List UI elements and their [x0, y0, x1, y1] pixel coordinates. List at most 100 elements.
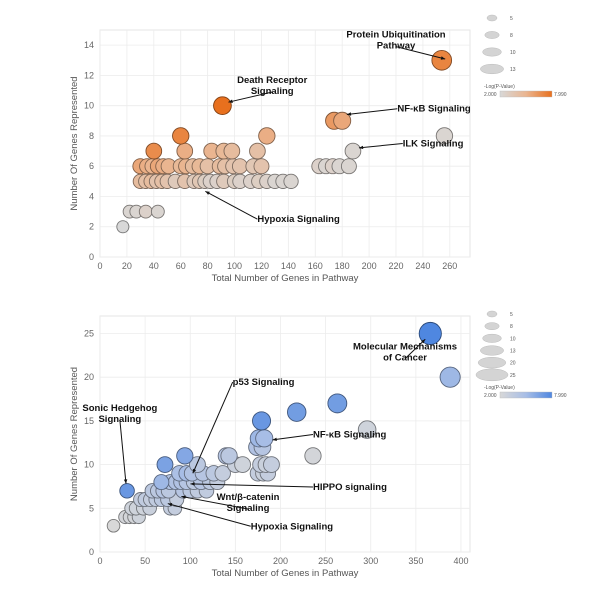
legend-size-label: 13 — [510, 67, 516, 73]
data-point[interactable] — [138, 204, 153, 219]
data-point[interactable] — [156, 456, 174, 473]
data-point[interactable] — [340, 158, 357, 175]
annotation-arrowhead — [440, 56, 446, 60]
data-point[interactable] — [145, 142, 163, 160]
y-tick-label: 0 — [89, 547, 94, 557]
annotation-arrowhead — [272, 437, 277, 442]
y-tick-label: 5 — [89, 503, 94, 513]
x-tick-label: 140 — [281, 261, 296, 271]
legend-size-swatch — [477, 357, 507, 369]
data-point[interactable] — [176, 142, 194, 160]
annotation-label: NF-κB Signaling — [313, 429, 387, 440]
data-point[interactable] — [252, 411, 272, 431]
legend-size-swatch — [475, 368, 509, 382]
legend-size-swatch — [484, 322, 500, 331]
legend-color-max: 7.990 — [554, 393, 567, 399]
data-point[interactable] — [172, 127, 190, 145]
annotation-label: NF-κB Signaling — [397, 104, 471, 115]
annotation-label: Signaling — [251, 86, 294, 97]
data-point[interactable] — [249, 142, 266, 160]
y-tick-label: 6 — [89, 161, 94, 171]
x-tick-label: 100 — [227, 261, 242, 271]
data-point[interactable] — [220, 447, 238, 465]
y-tick-label: 15 — [84, 416, 94, 426]
data-point[interactable] — [119, 483, 135, 499]
data-point[interactable] — [431, 49, 453, 71]
legend: 5 8 10 13 -Log(P-Value) 2.000 7.990 — [480, 14, 567, 98]
x-tick-label: 80 — [203, 261, 213, 271]
data-point[interactable] — [223, 142, 241, 160]
annotation-arrowhead — [181, 495, 186, 499]
data-point[interactable] — [176, 447, 194, 465]
annotation-arrowhead — [358, 145, 364, 150]
legend-size-swatch — [484, 31, 500, 39]
legend-color-min: 2.000 — [484, 92, 497, 98]
data-point[interactable] — [327, 393, 348, 414]
annotation-arrowhead — [190, 482, 195, 486]
x-tick-label: 300 — [363, 556, 378, 566]
legend-color-bar — [499, 391, 553, 399]
x-tick-label: 400 — [453, 556, 468, 566]
annotation-label: Signaling — [227, 503, 270, 514]
annotation-arrow — [190, 483, 313, 488]
data-point[interactable] — [214, 465, 231, 482]
y-tick-label: 12 — [84, 70, 94, 80]
annotation-arrow — [358, 143, 403, 149]
data-point[interactable] — [287, 402, 307, 422]
data-point[interactable] — [150, 204, 165, 219]
annotation-arrow — [404, 338, 426, 360]
data-point[interactable] — [304, 447, 322, 465]
annotation-arrow — [181, 495, 249, 510]
data-point[interactable] — [213, 96, 232, 115]
y-tick-label: 25 — [84, 328, 94, 338]
x-tick-label: 220 — [388, 261, 403, 271]
x-tick-label: 200 — [273, 556, 288, 566]
data-point[interactable] — [439, 366, 461, 388]
x-tick-label: 120 — [254, 261, 269, 271]
annotation-label: ILK Signaling — [403, 139, 464, 150]
annotation-arrowhead — [192, 468, 197, 474]
legend-color-max: 7.990 — [554, 92, 567, 98]
annotation-label: Protein Ubiquitination — [346, 30, 445, 41]
data-point[interactable] — [344, 142, 362, 160]
annotation-arrow — [192, 381, 234, 474]
x-tick-label: 0 — [97, 261, 102, 271]
y-tick-label: 20 — [84, 372, 94, 382]
data-point[interactable] — [234, 456, 251, 473]
data-point[interactable] — [435, 127, 454, 145]
data-point[interactable] — [255, 429, 274, 448]
legend-color-title: -Log(P-Value) — [484, 84, 515, 90]
x-tick-label: 40 — [149, 261, 159, 271]
data-point[interactable] — [333, 111, 352, 130]
data-point[interactable] — [253, 158, 270, 175]
legend-size-label: 10 — [510, 50, 516, 56]
y-tick-label: 10 — [84, 101, 94, 111]
annotation-arrowhead — [346, 112, 352, 116]
data-point[interactable] — [263, 456, 280, 473]
annotation-arrow — [228, 91, 273, 103]
data-point[interactable] — [258, 127, 276, 145]
data-point[interactable] — [189, 456, 206, 473]
data-point[interactable] — [106, 518, 121, 533]
annotation-label: Wnt/β-catenin — [217, 492, 280, 503]
data-point[interactable] — [116, 220, 130, 234]
x-tick-label: 150 — [228, 556, 243, 566]
annotation-arrow — [346, 108, 398, 116]
x-tick-label: 180 — [335, 261, 350, 271]
data-point[interactable] — [153, 474, 170, 491]
data-point[interactable] — [231, 158, 248, 175]
data-point[interactable] — [283, 173, 299, 189]
y-tick-label: 8 — [89, 131, 94, 141]
annotation-arrow — [119, 419, 127, 484]
annotation-arrow — [395, 46, 446, 60]
y-axis-label: Number Of Genes Represented — [69, 367, 80, 501]
annotation-arrow — [167, 503, 251, 527]
x-axis-label: Total Number of Genes in Pathway — [212, 568, 359, 579]
y-tick-label: 2 — [89, 222, 94, 232]
legend-size-label: 20 — [510, 361, 516, 367]
annotation-label: Hypoxia Signaling — [251, 521, 334, 532]
annotation-arrow — [205, 190, 258, 220]
annotation-arrowhead — [421, 339, 426, 344]
data-point[interactable] — [357, 420, 377, 439]
y-axis-label: Number Of Genes Represented — [69, 76, 80, 210]
